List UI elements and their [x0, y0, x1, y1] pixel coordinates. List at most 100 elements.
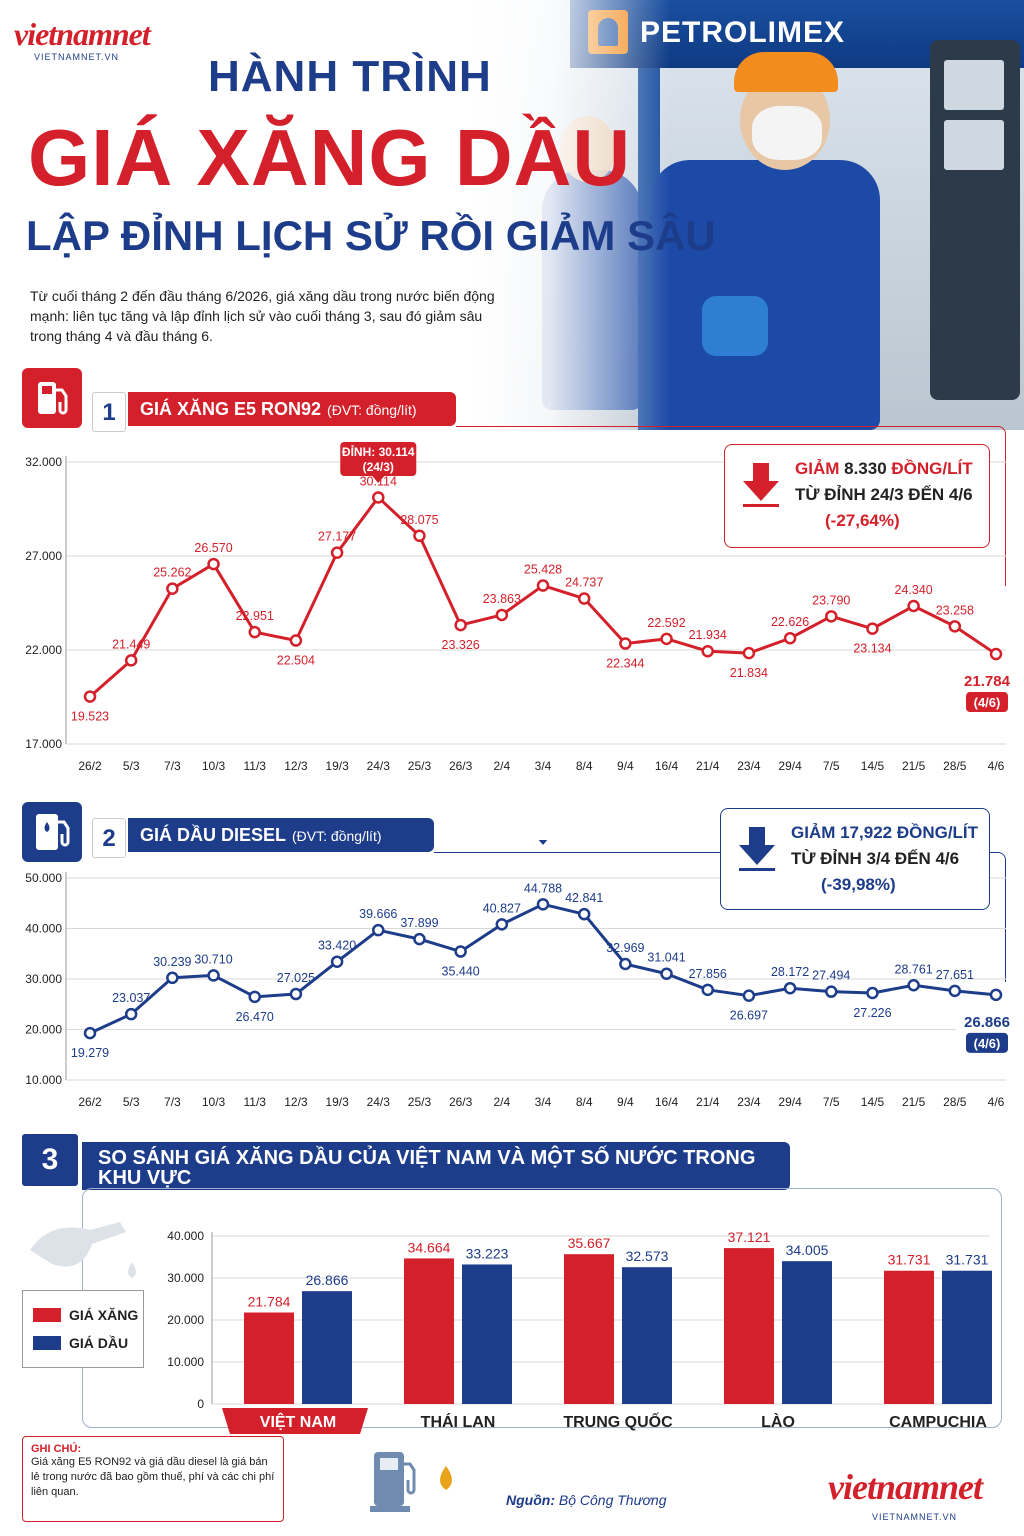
bar [942, 1270, 992, 1404]
data-point [866, 622, 879, 635]
bar-value-label: 34.664 [408, 1239, 451, 1255]
x-tick-label: 3/4 [535, 759, 552, 773]
bar [462, 1264, 512, 1404]
data-point [989, 988, 1003, 1002]
data-point [989, 647, 1003, 661]
callout-prefix: GIẢM [795, 459, 845, 478]
x-tick-label: 14/5 [861, 1095, 885, 1109]
data-label: 19.279 [71, 1046, 109, 1060]
data-point [783, 981, 797, 995]
x-tick-label: 24/3 [367, 1095, 391, 1109]
section-number: 3 [22, 1134, 78, 1186]
fuel-pump-icon [22, 368, 82, 428]
site-logo[interactable]: vietnamnet [14, 16, 151, 52]
section-number: 1 [92, 392, 126, 432]
peak-badge-pointer [538, 840, 548, 845]
data-label: 25.262 [153, 566, 191, 580]
x-tick-label: 8/4 [576, 1095, 593, 1109]
x-tick-label: 7/3 [164, 759, 181, 773]
section-frame [456, 426, 1006, 586]
y-tick-label: 50.000 [25, 871, 62, 885]
bar [302, 1291, 352, 1404]
bar-value-label: 32.573 [626, 1248, 669, 1264]
chart-legend: GIÁ XĂNG GIÁ DẦU [22, 1290, 144, 1368]
legend-label: GIÁ DẦU [69, 1335, 129, 1351]
station-sign: PETROLIMEX [640, 16, 846, 49]
data-point [289, 634, 303, 647]
bar [404, 1258, 454, 1404]
last-date-label: (4/6) [974, 695, 1001, 710]
x-tick-label: 23/4 [737, 759, 761, 773]
callout-suffix: ĐỒNG/LÍT [886, 459, 973, 478]
data-label: 27.651 [936, 968, 974, 982]
data-point [701, 983, 714, 997]
section-title: SO SÁNH GIÁ XĂNG DẦU CỦA VIỆT NAM VÀ MỘT… [98, 1147, 756, 1189]
data-point [372, 923, 385, 937]
data-point [536, 898, 550, 911]
x-tick-label: 28/5 [943, 1095, 967, 1109]
site-logo-sub: VIETNAMNET.VN [34, 52, 120, 62]
category-label: VIỆT NAM [260, 1412, 336, 1431]
data-label: 23.037 [112, 991, 150, 1005]
data-label: 42.841 [565, 891, 603, 905]
data-point [372, 491, 385, 504]
data-point [907, 979, 920, 992]
x-tick-label: 29/4 [778, 1095, 802, 1109]
source-line: Nguồn: Bộ Công Thương [506, 1492, 667, 1508]
legend-item-gas: GIÁ XĂNG [33, 1307, 138, 1323]
data-point [248, 625, 261, 639]
dispenser-screen [944, 60, 1004, 110]
peak-date: (24/3) [363, 460, 394, 474]
last-date-label: (4/6) [974, 1036, 1001, 1051]
data-point [124, 654, 138, 667]
x-tick-label: 7/5 [823, 759, 840, 773]
data-label: 27.856 [689, 967, 727, 981]
data-point [948, 984, 962, 998]
data-point [495, 918, 509, 931]
data-point [660, 632, 673, 646]
data-point [413, 529, 426, 543]
bar [724, 1248, 774, 1404]
gasoline-line-chart: 32.000 27.000 22.000 17.000 26/2 19.523 5/3 21.… [25, 442, 1018, 773]
gas-station-icon [370, 1452, 452, 1512]
x-tick-label: 25/3 [408, 1095, 432, 1109]
intro-text: Từ cuối tháng 2 đến đầu tháng 6/2026, gi… [30, 288, 495, 344]
section-number: 2 [92, 818, 126, 858]
data-point [248, 990, 261, 1004]
bar-value-label: 34.005 [786, 1242, 829, 1258]
bar-value-label: 37.121 [728, 1229, 771, 1245]
section-title-bar: SO SÁNH GIÁ XĂNG DẦU CỦA VIỆT NAM VÀ MỘT… [82, 1142, 790, 1206]
glove-icon [702, 296, 768, 356]
x-tick-label: 21/4 [696, 759, 720, 773]
data-label: 32.969 [606, 941, 644, 955]
data-point [619, 957, 632, 971]
data-label: 27.025 [277, 971, 315, 985]
footer-logo-sub: VIETNAMNET.VN [872, 1512, 958, 1522]
data-label: 23.258 [936, 603, 974, 617]
data-label: 23.134 [853, 642, 891, 656]
photo-fade [470, 0, 670, 430]
y-tick-label: 10.000 [25, 1073, 62, 1087]
footer-logo[interactable]: vietnamnet [828, 1467, 983, 1507]
data-point [619, 637, 632, 650]
data-label: 23.863 [483, 592, 521, 606]
callout-line-1: GIẢM 8.330 ĐỒNG/LÍT [795, 459, 973, 479]
callout-value: 8.330 [844, 459, 887, 478]
x-tick-label: 5/3 [123, 759, 140, 773]
comparison-bar-chart: 40.000 30.000 20.000 10.000 0 21.784 26.866 VIỆ… [167, 1229, 992, 1434]
data-point [454, 945, 467, 958]
data-label: 30.710 [194, 952, 232, 966]
data-point [701, 644, 714, 658]
data-label: 28.761 [895, 962, 933, 976]
x-tick-label: 10/3 [202, 1095, 226, 1109]
data-point [948, 620, 962, 633]
bar-value-label: 21.784 [248, 1294, 291, 1310]
x-tick-label: 26/3 [449, 1095, 473, 1109]
x-tick-label: 3/4 [535, 1095, 552, 1109]
y-tick-label: 10.000 [167, 1355, 204, 1369]
category-label: LÀO [761, 1412, 795, 1431]
dispenser-screen [944, 120, 1004, 170]
note-box: GHI CHÚ: Giá xăng E5 RON92 và giá dầu di… [22, 1436, 284, 1522]
legend-label: GIÁ XĂNG [69, 1307, 139, 1323]
x-tick-label: 29/4 [778, 759, 802, 773]
